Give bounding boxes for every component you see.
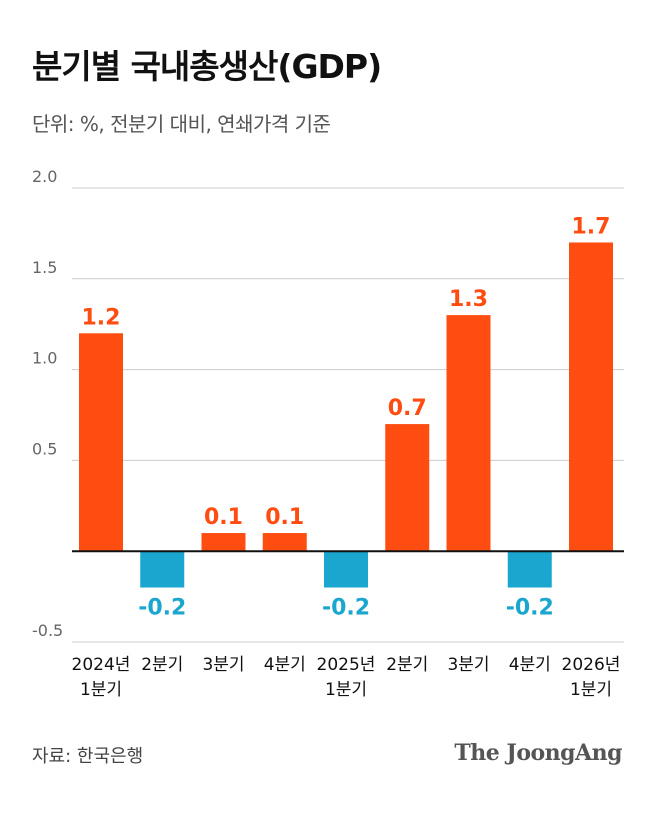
source-note: 자료: 한국은행 <box>32 746 144 767</box>
x-axis-ticks: 2024년 1분기 2분기 3분기 4분기 2025년 1분기 2분기 3분기 4분기 2026년 1… <box>72 655 621 700</box>
brand-logo: The JoongAng <box>454 740 622 766</box>
x-tick-label: 3분기 <box>447 655 489 675</box>
x-tick-label: 3분기 <box>202 655 244 675</box>
data-label: 1.3 <box>449 287 488 312</box>
y-tick-label: 2.0 <box>32 167 57 186</box>
chart-title: 분기별 국내총생산(GDP) <box>32 47 382 86</box>
bar <box>140 551 185 588</box>
x-tick-label: 1분기 <box>570 680 612 700</box>
data-label: 0.7 <box>388 396 427 421</box>
y-axis-ticks: 2.0 1.5 1.0 0.5 -0.5 <box>32 167 63 640</box>
x-tick-label: 2분기 <box>386 655 428 675</box>
bar <box>569 242 613 552</box>
data-label: 1.2 <box>82 305 121 330</box>
chart-subtitle: 단위: %, 전분기 대비, 연쇄가격 기준 <box>32 112 331 136</box>
bar <box>79 333 123 552</box>
bar <box>446 315 491 552</box>
data-label: 0.1 <box>265 505 304 530</box>
x-tick-label: 4분기 <box>264 655 306 675</box>
x-tick-label: 2024년 <box>72 655 131 675</box>
bar <box>262 533 307 552</box>
bar <box>324 551 368 588</box>
y-tick-label: -0.5 <box>32 621 63 640</box>
y-tick-label: 1.5 <box>32 258 57 277</box>
x-tick-label: 2025년 <box>317 655 376 675</box>
y-tick-label: 0.5 <box>32 439 57 458</box>
data-label: 0.1 <box>204 505 243 530</box>
x-tick-label: 2026년 <box>562 655 621 675</box>
x-tick-label: 4분기 <box>509 655 551 675</box>
x-tick-label: 1분기 <box>80 680 122 700</box>
bar <box>385 424 430 552</box>
data-label: -0.2 <box>138 596 186 621</box>
bar <box>201 533 246 552</box>
x-tick-label: 1분기 <box>325 680 367 700</box>
x-tick-label: 2분기 <box>141 655 183 675</box>
data-labels: 1.2 -0.2 0.1 0.1 -0.2 0.7 1.3 -0.2 1.7 <box>82 214 611 620</box>
data-label: 1.7 <box>572 214 611 239</box>
y-tick-label: 1.0 <box>32 349 57 368</box>
grid-lines <box>72 187 624 643</box>
data-label: -0.2 <box>322 596 370 621</box>
bars <box>79 242 613 588</box>
bar <box>507 551 552 588</box>
data-label: -0.2 <box>506 596 554 621</box>
